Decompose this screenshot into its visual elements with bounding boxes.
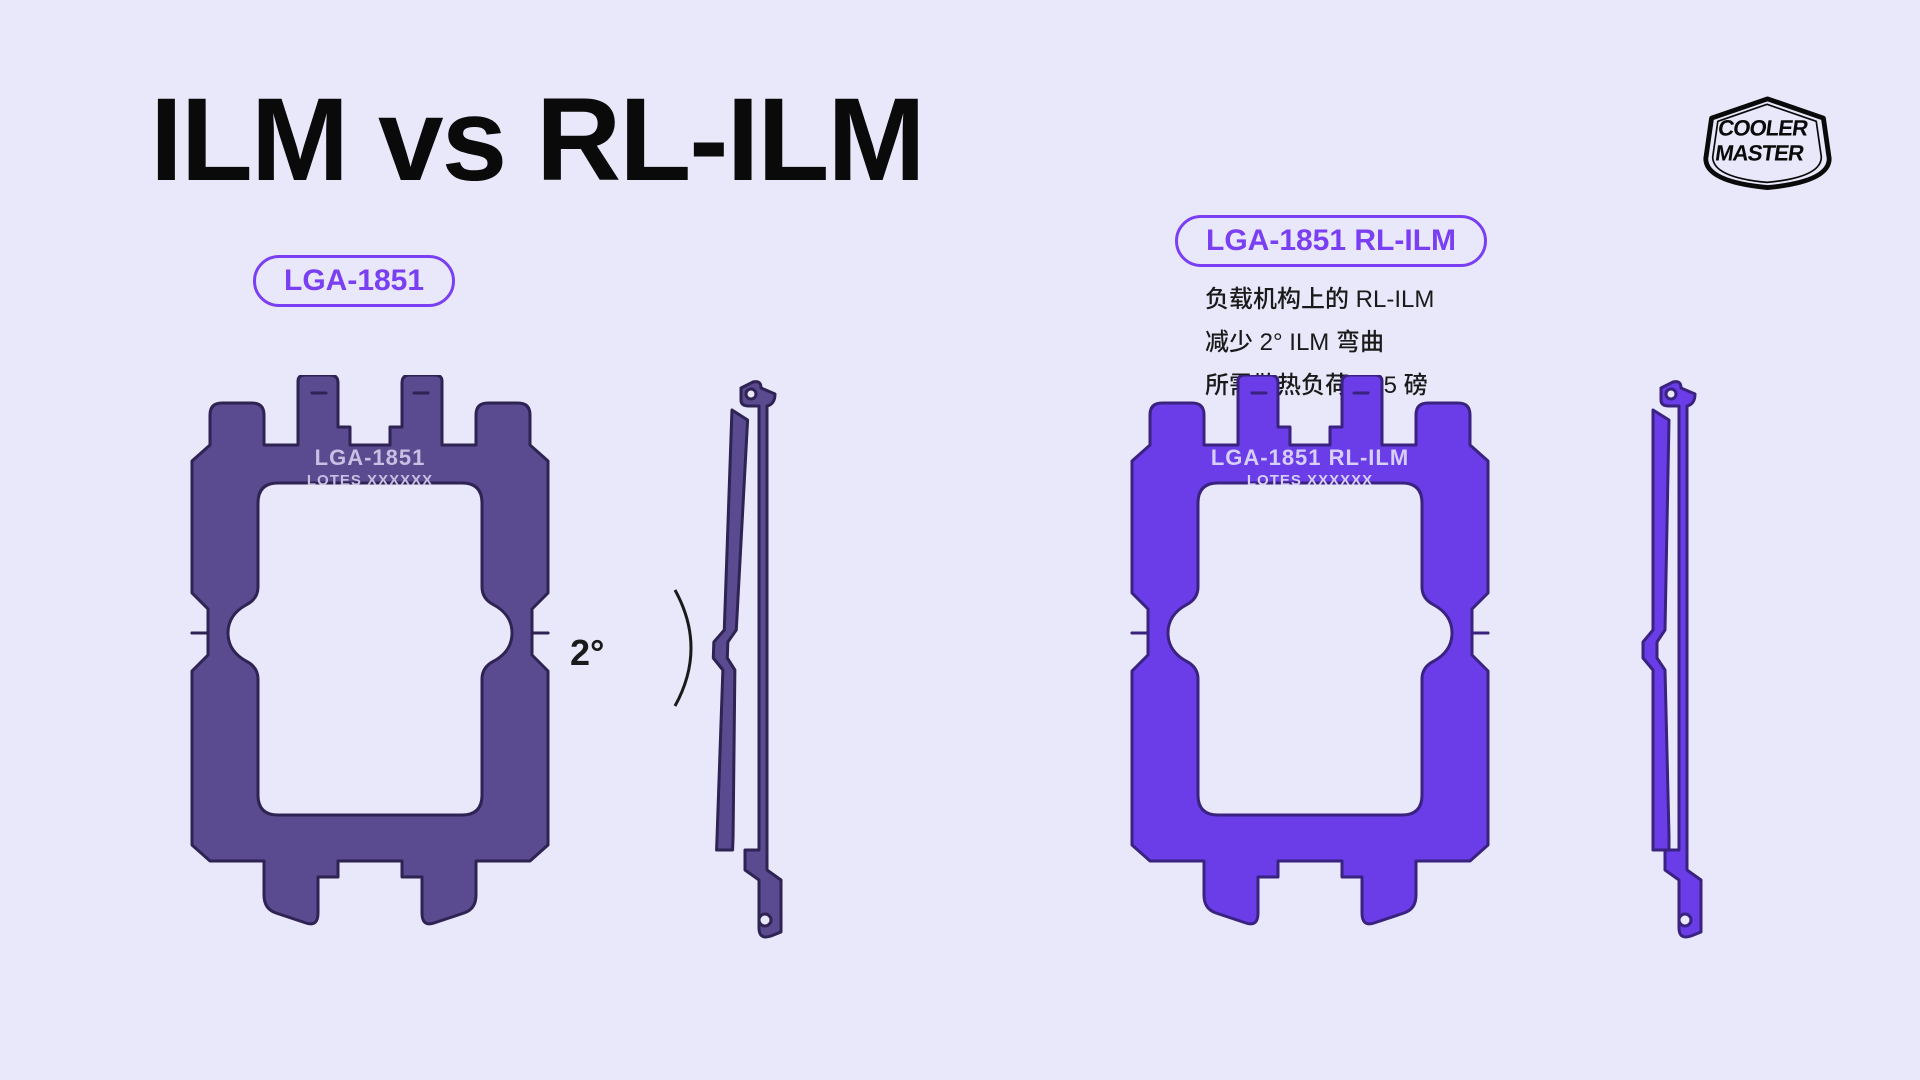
rlilm-bracket-front: LGA-1851 RL-ILM LOTES XXXXXX bbox=[1120, 375, 1500, 950]
cooler-master-logo: COOLER MASTER bbox=[1700, 95, 1835, 190]
svg-text:LGA-1851: LGA-1851 bbox=[315, 445, 426, 470]
badge-lga1851-rlilm: LGA-1851 RL-ILM bbox=[1175, 215, 1487, 267]
rlilm-bracket-side bbox=[1585, 380, 1710, 990]
svg-text:LOTES XXXXXX: LOTES XXXXXX bbox=[1247, 472, 1373, 489]
svg-text:COOLER: COOLER bbox=[1717, 116, 1810, 141]
ilm-bracket-side bbox=[665, 380, 790, 990]
desc-line: 减少 2° ILM 弯曲 bbox=[1205, 321, 1434, 364]
bend-angle-label: 2° bbox=[570, 632, 604, 674]
ilm-bracket-front: LGA-1851 LOTES XXXXXX bbox=[180, 375, 560, 950]
infographic-canvas: ILM vs RL-ILM COOLER MASTER LGA-1851 LGA… bbox=[0, 0, 1920, 1080]
svg-text:LGA-1851 RL-ILM: LGA-1851 RL-ILM bbox=[1211, 445, 1409, 470]
svg-text:LOTES XXXXXX: LOTES XXXXXX bbox=[307, 472, 433, 489]
badge-lga1851: LGA-1851 bbox=[253, 255, 455, 307]
main-title: ILM vs RL-ILM bbox=[150, 72, 924, 208]
svg-text:MASTER: MASTER bbox=[1714, 141, 1806, 166]
desc-line: 负载机构上的 RL-ILM bbox=[1205, 278, 1434, 321]
